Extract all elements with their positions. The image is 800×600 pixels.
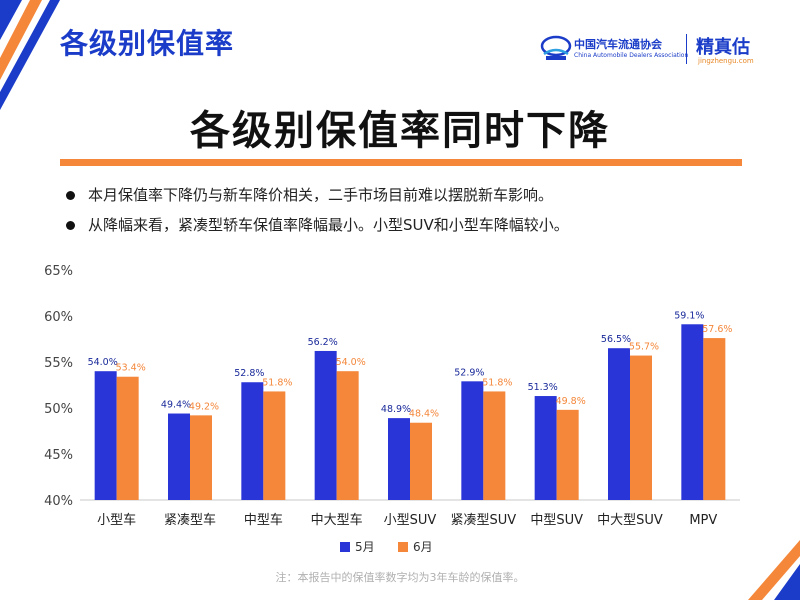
x-tick-label: MPV [689,513,717,528]
bullet-item: 从降幅来看，紧凑型轿车保值率降幅最小。小型SUV和小型车降幅较小。 [62,210,762,240]
brand-name: 精真估 [696,37,750,58]
x-tick-label: 中型车 [244,512,283,528]
bar [336,371,359,500]
legend-label: 6月 [413,540,433,554]
bar [241,382,264,500]
data-label: 57.6% [702,324,732,335]
page-header-title: 各级别保值率 [60,27,235,60]
data-label: 49.8% [556,396,586,407]
data-label: 49.2% [189,401,219,412]
bullet-text: 本月保值率下降仍与新车降价相关，二手市场目前难以摆脱新车影响。 [88,186,554,204]
data-label: 59.1% [674,310,704,321]
association-name: 中国汽车流通协会 [574,38,662,51]
y-tick-label: 50% [44,402,73,417]
data-label: 53.4% [116,363,146,374]
x-tick-label: 紧凑型SUV [450,513,516,528]
bar [388,418,410,500]
data-label: 54.0% [88,357,118,368]
bar [94,371,117,500]
bar [263,391,286,500]
data-label: 51.8% [482,377,512,388]
bullet-list: 本月保值率下降仍与新车降价相关，二手市场目前难以摆脱新车影响。 从降幅来看，紧凑… [62,180,762,240]
bar [410,422,432,500]
y-tick-label: 45% [44,448,73,463]
legend-label: 5月 [355,540,375,554]
legend-swatch [398,542,408,552]
data-label: 51.3% [528,382,558,393]
bar [681,324,704,500]
slide-title: 各级别保值率同时下降 [190,108,610,154]
x-tick-label: 小型车 [97,512,136,528]
x-tick-label: 紧凑型车 [164,512,216,528]
logo-area: 中国汽车流通协会 China Automobile Dealers Associ… [540,30,780,70]
x-tick-label: 中大型SUV [597,513,663,528]
bar [116,376,139,500]
footnote: 注：本报告中的保值率数字均为3年车龄的保值率。 [275,571,525,584]
data-label: 51.8% [262,377,292,388]
brand-url: jingzhengu.com [698,57,754,65]
data-label: 48.4% [409,409,439,420]
logo-divider [686,34,687,64]
corner-stripes-decoration [0,0,60,110]
bar [483,391,506,500]
y-tick-label: 65% [44,264,73,279]
bullet-dot-icon [66,221,75,230]
x-tick-label: 小型SUV [384,513,437,528]
data-label: 56.2% [308,337,338,348]
y-tick-label: 60% [44,310,73,325]
bar [556,409,579,500]
bar [314,350,337,500]
bar [608,348,630,500]
bullet-dot-icon [66,191,75,200]
bullet-item: 本月保值率下降仍与新车降价相关，二手市场目前难以摆脱新车影响。 [62,180,762,210]
bar [703,338,726,500]
data-label: 49.4% [161,400,191,411]
data-label: 54.0% [336,357,366,368]
bar [168,413,190,500]
corner-stripes-decoration [748,540,800,600]
bar [534,396,557,500]
data-label: 52.8% [234,368,264,379]
y-tick-label: 55% [44,356,73,371]
y-tick-label: 40% [44,494,73,509]
association-subtitle: China Automobile Dealers Association [574,52,689,59]
data-label: 52.9% [454,367,484,378]
bullet-text: 从降幅来看，紧凑型轿车保值率降幅最小。小型SUV和小型车降幅较小。 [88,216,569,234]
association-logo-icon [540,35,572,60]
data-label: 48.9% [381,404,411,415]
x-tick-label: 中大型车 [311,512,363,528]
x-tick-label: 中型SUV [530,513,583,528]
data-label: 56.5% [601,334,631,345]
bar [630,355,652,500]
legend-swatch [340,542,350,552]
title-underline [60,159,742,166]
bar [461,381,484,500]
data-label: 55.7% [629,342,659,353]
bar [190,415,212,500]
